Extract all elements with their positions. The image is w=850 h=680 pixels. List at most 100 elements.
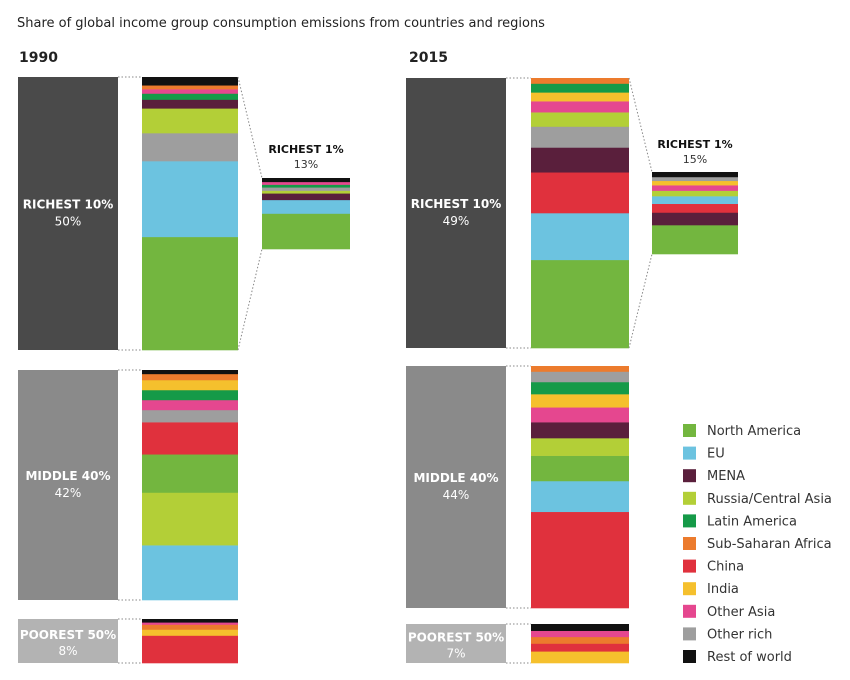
year-label: 2015 <box>409 50 448 66</box>
group-share-label: 42% <box>55 486 82 500</box>
bar-segment-sub-saharan-africa <box>531 78 629 84</box>
richest-1-share-label: 13% <box>294 158 318 171</box>
bar-segment-rest-of-world <box>142 77 238 86</box>
legend-label: Rest of world <box>707 650 792 665</box>
richest-1-label: RICHEST 1% <box>657 138 732 151</box>
legend: North America EU MENA Russia/Central Asia La… <box>683 424 832 665</box>
richest-1-segment-other-asia <box>652 185 738 191</box>
bar-segment-sub-saharan-africa <box>142 85 238 90</box>
panel-2015: 2015 RICHEST 10% 49% MIDDLE 40% 44% POOREST 5… <box>406 50 738 664</box>
bar-segment-other-asia <box>531 407 629 423</box>
bar-segment-sub-saharan-africa <box>531 636 629 644</box>
bar-segment-rest-of-world <box>142 370 238 375</box>
richest-1-segment-russia-central-asia <box>652 190 738 197</box>
legend-swatch <box>683 582 696 596</box>
legend-label: Other rich <box>707 627 772 642</box>
bar-segment-sub-saharan-africa <box>142 373 238 381</box>
legend-label: Russia/Central Asia <box>707 492 832 507</box>
bar-segment-mena <box>531 147 629 173</box>
group-share-label: 50% <box>55 215 82 229</box>
group-block <box>18 619 118 663</box>
legend-swatch <box>683 604 696 618</box>
legend-swatch <box>683 491 696 505</box>
zoom-connector <box>628 77 653 173</box>
bar-segment-north-america <box>531 259 629 349</box>
bar-segment-china <box>531 643 629 652</box>
legend-swatch <box>683 446 696 460</box>
bar-segment-other-rich <box>531 371 629 383</box>
group-block <box>406 78 506 348</box>
bar-segment-russia-central-asia <box>142 492 238 546</box>
bar-segment-north-america <box>531 455 629 482</box>
legend-label: North America <box>707 424 801 439</box>
group-share-label: 7% <box>446 647 465 661</box>
richest-1-segment-russia-central-asia <box>262 190 350 194</box>
legend-item-sub-saharan-africa: Sub-Saharan Africa <box>683 537 832 552</box>
legend-item-other-rich: Other rich <box>683 627 772 642</box>
group-richest-10: RICHEST 10% 49% <box>406 77 629 349</box>
bar-segment-other-rich <box>531 126 629 148</box>
bar-segment-china <box>142 635 238 664</box>
richest-1-share-label: 15% <box>683 153 707 166</box>
bar-segment-north-america <box>142 236 238 351</box>
bar-segment-eu <box>531 213 629 261</box>
group-middle-40: MIDDLE 40% 42% <box>18 369 238 601</box>
legend-swatch <box>683 559 696 573</box>
panel-1990: 1990 RICHEST 10% 50% MIDDLE 40% 42% POOREST 5… <box>18 50 350 664</box>
bar-segment-rest-of-world <box>142 619 238 623</box>
group-label: RICHEST 10% <box>411 197 501 211</box>
richest-1-percent: RICHEST 1% 13% <box>237 76 350 351</box>
richest-1-segment-rest-of-world <box>652 172 738 178</box>
legend-item-mena: MENA <box>683 469 745 484</box>
legend-swatch <box>683 537 696 550</box>
bar-segment-india <box>142 629 238 636</box>
group-label: POOREST 50% <box>408 631 504 645</box>
richest-1-segment-latin-america <box>262 184 350 188</box>
group-share-label: 8% <box>58 644 77 658</box>
richest-1-segment-north-america <box>652 225 738 255</box>
richest-1-segment-north-america <box>262 213 350 250</box>
group-block <box>18 77 118 350</box>
legend-swatch <box>683 627 696 641</box>
legend-label: Latin America <box>707 514 797 529</box>
bar-segment-india <box>531 394 629 408</box>
legend-item-russia-central-asia: Russia/Central Asia <box>683 491 832 507</box>
richest-1-segment-other-rich <box>652 176 738 182</box>
group-middle-40: MIDDLE 40% 44% <box>406 365 629 609</box>
bar-segment-other-asia <box>142 399 238 411</box>
richest-1-segment-other-asia <box>262 181 350 185</box>
richest-1-label: RICHEST 1% <box>268 143 343 156</box>
bar-segment-china <box>531 172 629 214</box>
group-share-label: 49% <box>443 214 470 228</box>
richest-1-segment-other-rich <box>262 187 350 191</box>
group-label: POOREST 50% <box>20 628 116 642</box>
bar-segment-eu <box>531 480 629 513</box>
bar-segment-other-rich <box>142 409 238 423</box>
legend-swatch <box>683 514 696 528</box>
richest-1-segment-eu <box>652 196 738 205</box>
group-block <box>18 370 118 600</box>
group-block <box>406 366 506 608</box>
bar-segment-eu <box>142 545 238 601</box>
bar-segment-china <box>142 422 238 455</box>
bar-segment-sub-saharan-africa <box>531 366 629 372</box>
group-richest-10: RICHEST 10% 50% <box>18 76 238 351</box>
group-share-label: 44% <box>443 488 470 502</box>
richest-1-segment-india <box>652 180 738 186</box>
chart-title: Share of global income group consumption… <box>17 16 545 31</box>
group-poorest-50: POOREST 50% 8% <box>18 618 238 664</box>
richest-1-percent: RICHEST 1% 15% <box>628 77 738 349</box>
bar-segment-other-asia <box>142 89 238 94</box>
zoom-connector <box>628 253 653 349</box>
bar-segment-latin-america <box>142 93 238 100</box>
legend-label: India <box>707 582 739 597</box>
legend-label: MENA <box>707 469 745 484</box>
richest-1-segment-china <box>652 203 738 213</box>
bar-segment-latin-america <box>531 381 629 395</box>
legend-label: EU <box>707 447 725 462</box>
bar-segment-rest-of-world <box>531 624 629 631</box>
legend-item-north-america: North America <box>683 424 801 439</box>
bar-segment-other-asia <box>531 630 629 638</box>
group-label: MIDDLE 40% <box>25 469 110 483</box>
